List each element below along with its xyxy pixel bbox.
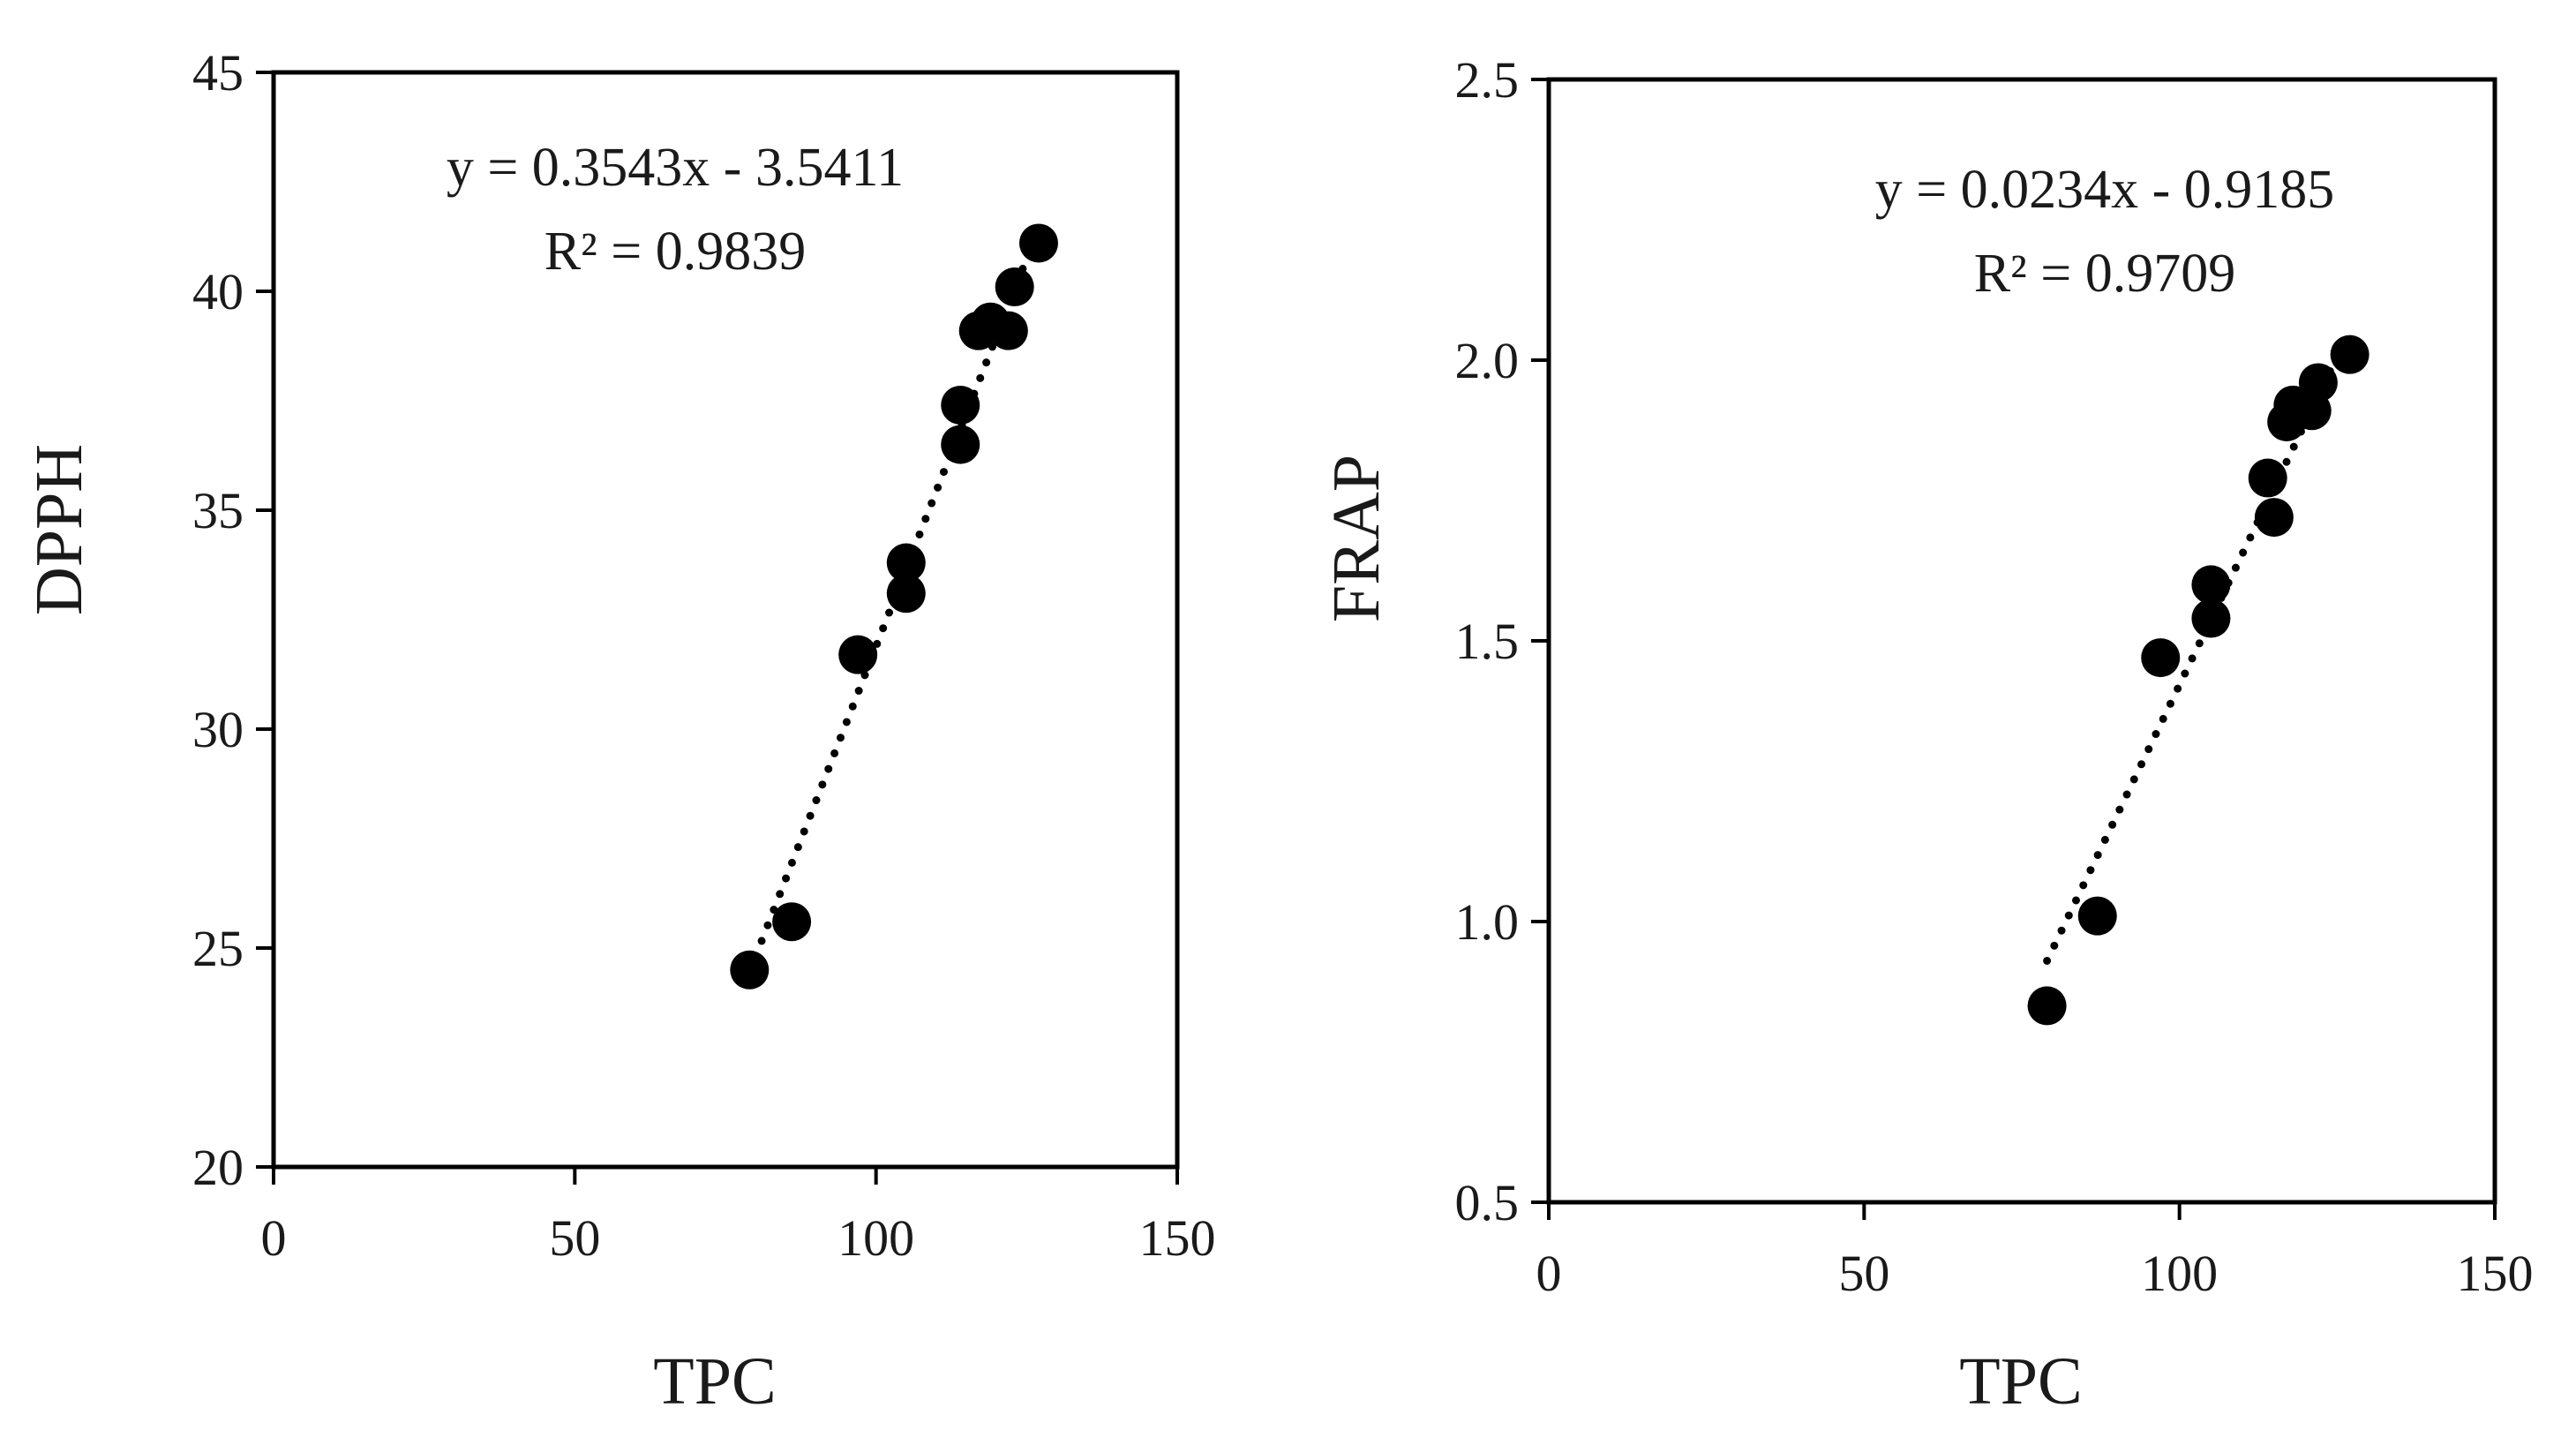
x-tick-label: 150	[2457, 1245, 2534, 1302]
x-tick-label: 100	[837, 1209, 914, 1267]
y-tick-label: 2.5	[1455, 51, 1520, 109]
data-point	[772, 902, 812, 942]
chart-frap-vs-tpc: 0.5 1.0 1.5 2.0 2.5 0 50 100 150 y = 0.0234x - …	[1319, 51, 2534, 1419]
x-axis-title: TPC	[653, 1344, 776, 1419]
y-axis-title: FRAP	[1319, 455, 1393, 622]
x-axis-ticks: 0 50 100 150	[261, 1167, 1216, 1267]
data-point	[2027, 986, 2067, 1026]
r-squared: R² = 0.9709	[1974, 244, 2235, 304]
data-point	[988, 311, 1028, 350]
data-point	[941, 385, 980, 425]
data-points	[2027, 335, 2369, 1026]
data-point	[2330, 335, 2369, 374]
y-axis-ticks: 20 25 30 35 40 45	[192, 44, 274, 1196]
y-tick-label: 20	[192, 1139, 244, 1196]
data-point	[2141, 638, 2181, 678]
y-tick-label: 0.5	[1455, 1174, 1520, 1231]
regression-equation: y = 0.3543x - 3.5411	[447, 138, 904, 198]
data-point	[995, 267, 1034, 307]
r-squared: R² = 0.9839	[544, 222, 806, 282]
y-tick-label: 1.5	[1455, 613, 1520, 670]
y-axis-title: DPPH	[22, 444, 96, 615]
x-tick-label: 0	[1536, 1245, 1562, 1302]
data-point	[2191, 565, 2231, 605]
data-point	[1018, 223, 1058, 263]
data-point	[2248, 458, 2287, 498]
y-tick-label: 45	[192, 44, 244, 102]
y-tick-label: 30	[192, 701, 244, 758]
regression-equation: y = 0.0234x - 0.9185	[1875, 160, 2335, 220]
data-point	[941, 425, 980, 464]
data-point	[838, 635, 878, 674]
x-tick-label: 50	[1838, 1245, 1889, 1302]
y-tick-label: 40	[192, 263, 244, 320]
data-points	[730, 223, 1058, 990]
x-tick-label: 0	[261, 1209, 287, 1267]
chart-dpph-vs-tpc: 20 25 30 35 40 45 0 50 100 150 y = 0.3543x - 3.5…	[22, 44, 1216, 1419]
data-point	[2191, 598, 2231, 638]
data-point	[730, 950, 770, 990]
y-axis-ticks: 0.5 1.0 1.5 2.0 2.5	[1455, 51, 1549, 1231]
y-tick-label: 35	[192, 482, 244, 539]
x-tick-label: 150	[1139, 1209, 1216, 1267]
y-tick-label: 1.0	[1455, 893, 1520, 951]
data-point	[2298, 363, 2338, 403]
x-tick-label: 50	[549, 1209, 600, 1267]
x-tick-label: 100	[2141, 1245, 2218, 1302]
trendline	[2043, 326, 2354, 965]
data-point	[886, 543, 926, 583]
data-point	[886, 574, 926, 613]
y-tick-label: 2.0	[1455, 332, 1520, 389]
y-tick-label: 25	[192, 920, 244, 977]
data-point	[2077, 896, 2117, 936]
data-point	[2254, 498, 2294, 538]
x-axis-ticks: 0 50 100 150	[1536, 1202, 2534, 1302]
plot-area-frame	[271, 70, 1180, 1170]
x-axis-title: TPC	[1959, 1344, 2082, 1419]
